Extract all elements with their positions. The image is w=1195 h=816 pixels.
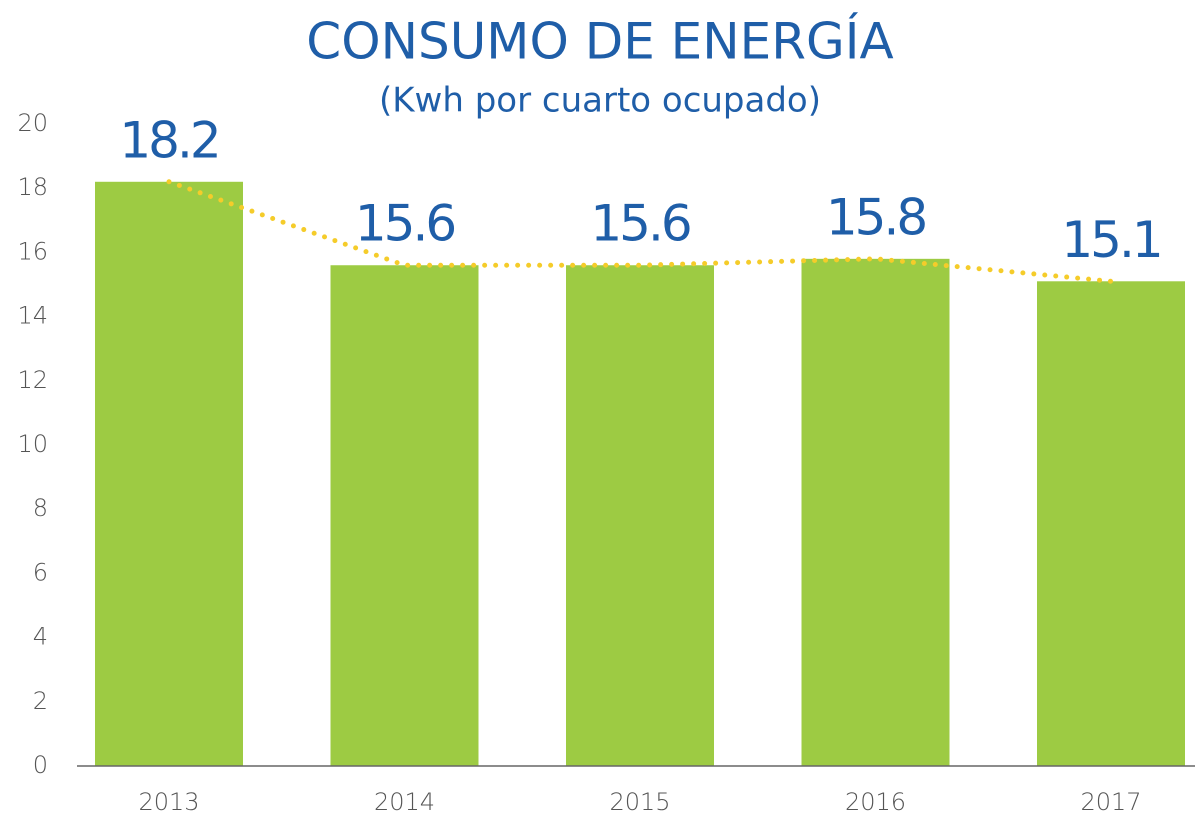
y-tick-label: 6	[33, 558, 48, 586]
y-tick-label: 4	[33, 623, 48, 651]
value-label: 18.2	[119, 111, 218, 169]
y-tick-label: 16	[17, 237, 48, 265]
chart-subtitle: (Kwh por cuarto ocupado)	[379, 81, 821, 121]
y-tick-label: 12	[17, 366, 48, 394]
y-tick-label: 10	[17, 430, 48, 458]
trend-line	[166, 179, 1114, 284]
value-label: 15.6	[590, 195, 690, 253]
x-tick-label: 2016	[845, 788, 906, 816]
y-tick-label: 8	[33, 494, 48, 522]
y-tick-label: 14	[17, 302, 48, 330]
bar	[801, 258, 950, 766]
bar	[566, 265, 714, 766]
value-label: 15.8	[826, 188, 926, 246]
x-tick-label: 2017	[1080, 788, 1141, 816]
y-tick-label: 18	[17, 173, 48, 201]
y-tick-label: 2	[33, 687, 48, 715]
value-label: 15.1	[1061, 211, 1160, 269]
x-tick-label: 2014	[374, 788, 435, 816]
chart-title: CONSUMO DE ENERGÍA	[306, 12, 893, 71]
x-tick-label: 2013	[138, 788, 199, 816]
x-tick-label: 2015	[609, 788, 670, 816]
y-tick-label: 0	[33, 751, 48, 779]
bar	[330, 265, 479, 766]
bar	[95, 181, 243, 766]
value-label: 15.6	[355, 195, 455, 253]
bar	[1037, 281, 1185, 766]
y-tick-label: 20	[17, 109, 48, 137]
